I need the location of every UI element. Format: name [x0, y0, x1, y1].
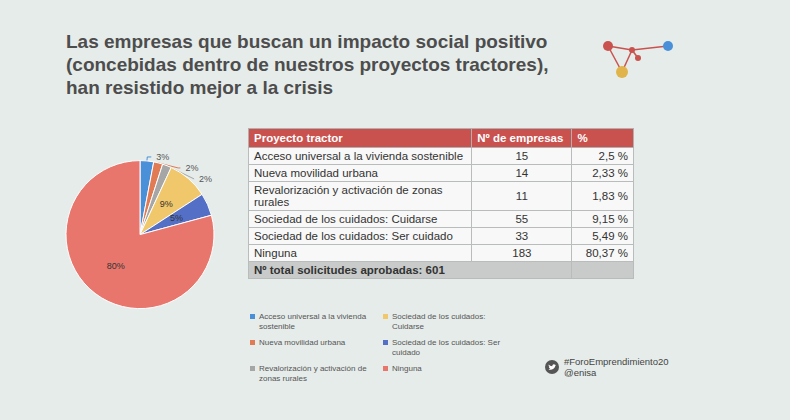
html-text:Nº total solicitudes aprobadas: Nº total solicitudes aprobadas: 601 [254, 264, 445, 276]
html-text:Revalorización y activación de: Revalorización y activación de zonas rur… [259, 364, 367, 383]
html-text:@enisa: @enisa [564, 367, 597, 378]
svg-text:3%: 3% [156, 152, 169, 162]
html-text:33: 33 [515, 230, 529, 242]
html-text:9,15 %: 9,15 % [592, 213, 628, 225]
html-text:1,83 %: 1,83 % [592, 190, 628, 202]
html-text:Ninguna: Ninguna [392, 364, 422, 373]
html-text:80,37 %: 80,37 % [585, 247, 628, 259]
html-text:#ForoEmprendimiento20: #ForoEmprendimiento20 [564, 356, 669, 367]
svg-text:80%: 80% [107, 261, 125, 271]
svg-text:9%: 9% [160, 199, 173, 209]
html-text:15: 15 [515, 150, 529, 162]
html-text:Sociedad de los cuidados: Cuid: Sociedad de los cuidados: Cuidarse [254, 213, 438, 225]
html-text:Acceso universal a la vivienda: Acceso universal a la vivienda sostenibl… [254, 150, 463, 162]
html-text:183: 183 [512, 247, 532, 259]
html-text:Sociedad de los cuidados: Cuid: Sociedad de los cuidados: Cuidarse [392, 312, 486, 331]
html-text:5,49 %: 5,49 % [592, 230, 628, 242]
html-text:Revalorización y activación de: Revalorización y activación de zonas rur… [254, 184, 443, 208]
html-text:Sociedad de los cuidados: Ser: Sociedad de los cuidados: Ser cuidado [392, 338, 501, 357]
html-text:Nº de empresas: Nº de empresas [477, 132, 564, 144]
html-text:2,5 %: 2,5 % [598, 150, 628, 162]
html-text:Nueva movilidad urbana: Nueva movilidad urbana [259, 338, 346, 347]
html-text:Ninguna: Ninguna [254, 247, 297, 259]
html-text:Acceso universal a la vivienda: Acceso universal a la vivienda sostenibl… [259, 312, 367, 331]
html-text:14: 14 [515, 167, 529, 179]
html-text:Las empresas que buscan un imp: Las empresas que buscan un impacto socia… [66, 31, 549, 98]
html-text:55: 55 [515, 213, 529, 225]
html-text:Nueva movilidad urbana: Nueva movilidad urbana [254, 167, 378, 179]
html-text:Proyecto tractor: Proyecto tractor [254, 132, 343, 144]
html-text:Sociedad de los cuidados: Ser: Sociedad de los cuidados: Ser cuidado [254, 230, 453, 242]
svg-text:2%: 2% [199, 174, 212, 184]
svg-text:2%: 2% [185, 163, 198, 173]
html-text:2,33 %: 2,33 % [592, 167, 628, 179]
html-text:11: 11 [515, 190, 528, 202]
svg-text:5%: 5% [170, 213, 183, 223]
